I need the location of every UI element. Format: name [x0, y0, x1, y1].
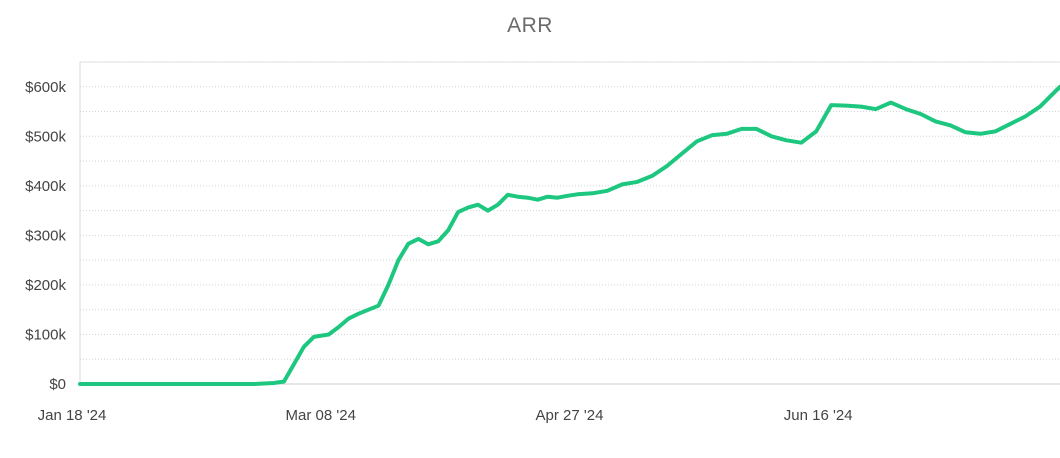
- y-tick-label: $400k: [25, 178, 66, 195]
- y-tick-label: $100k: [25, 326, 66, 343]
- x-tick-label: Jan 18 '24: [38, 407, 107, 424]
- y-tick-label: $600k: [25, 79, 66, 96]
- y-tick-label: $300k: [25, 227, 66, 244]
- x-tick-label: Jun 16 '24: [784, 407, 853, 424]
- x-tick-label: Apr 27 '24: [536, 407, 604, 424]
- x-axis-ticks: Jan 18 '24 Mar 08 '24 Apr 27 '24 Jun 16 '24: [38, 407, 853, 424]
- series-layer: [78, 84, 1060, 386]
- grid-lines: [79, 61, 1060, 385]
- y-tick-label: $500k: [25, 128, 66, 145]
- y-axis-ticks: $0 $100k $200k $300k $400k $500k $600k: [25, 79, 66, 393]
- y-tick-label: $0: [49, 376, 66, 393]
- y-tick-label: $200k: [25, 277, 66, 294]
- x-tick-label: Mar 08 '24: [286, 407, 356, 424]
- chart-title: ARR: [507, 14, 553, 37]
- series-line: [78, 84, 1060, 386]
